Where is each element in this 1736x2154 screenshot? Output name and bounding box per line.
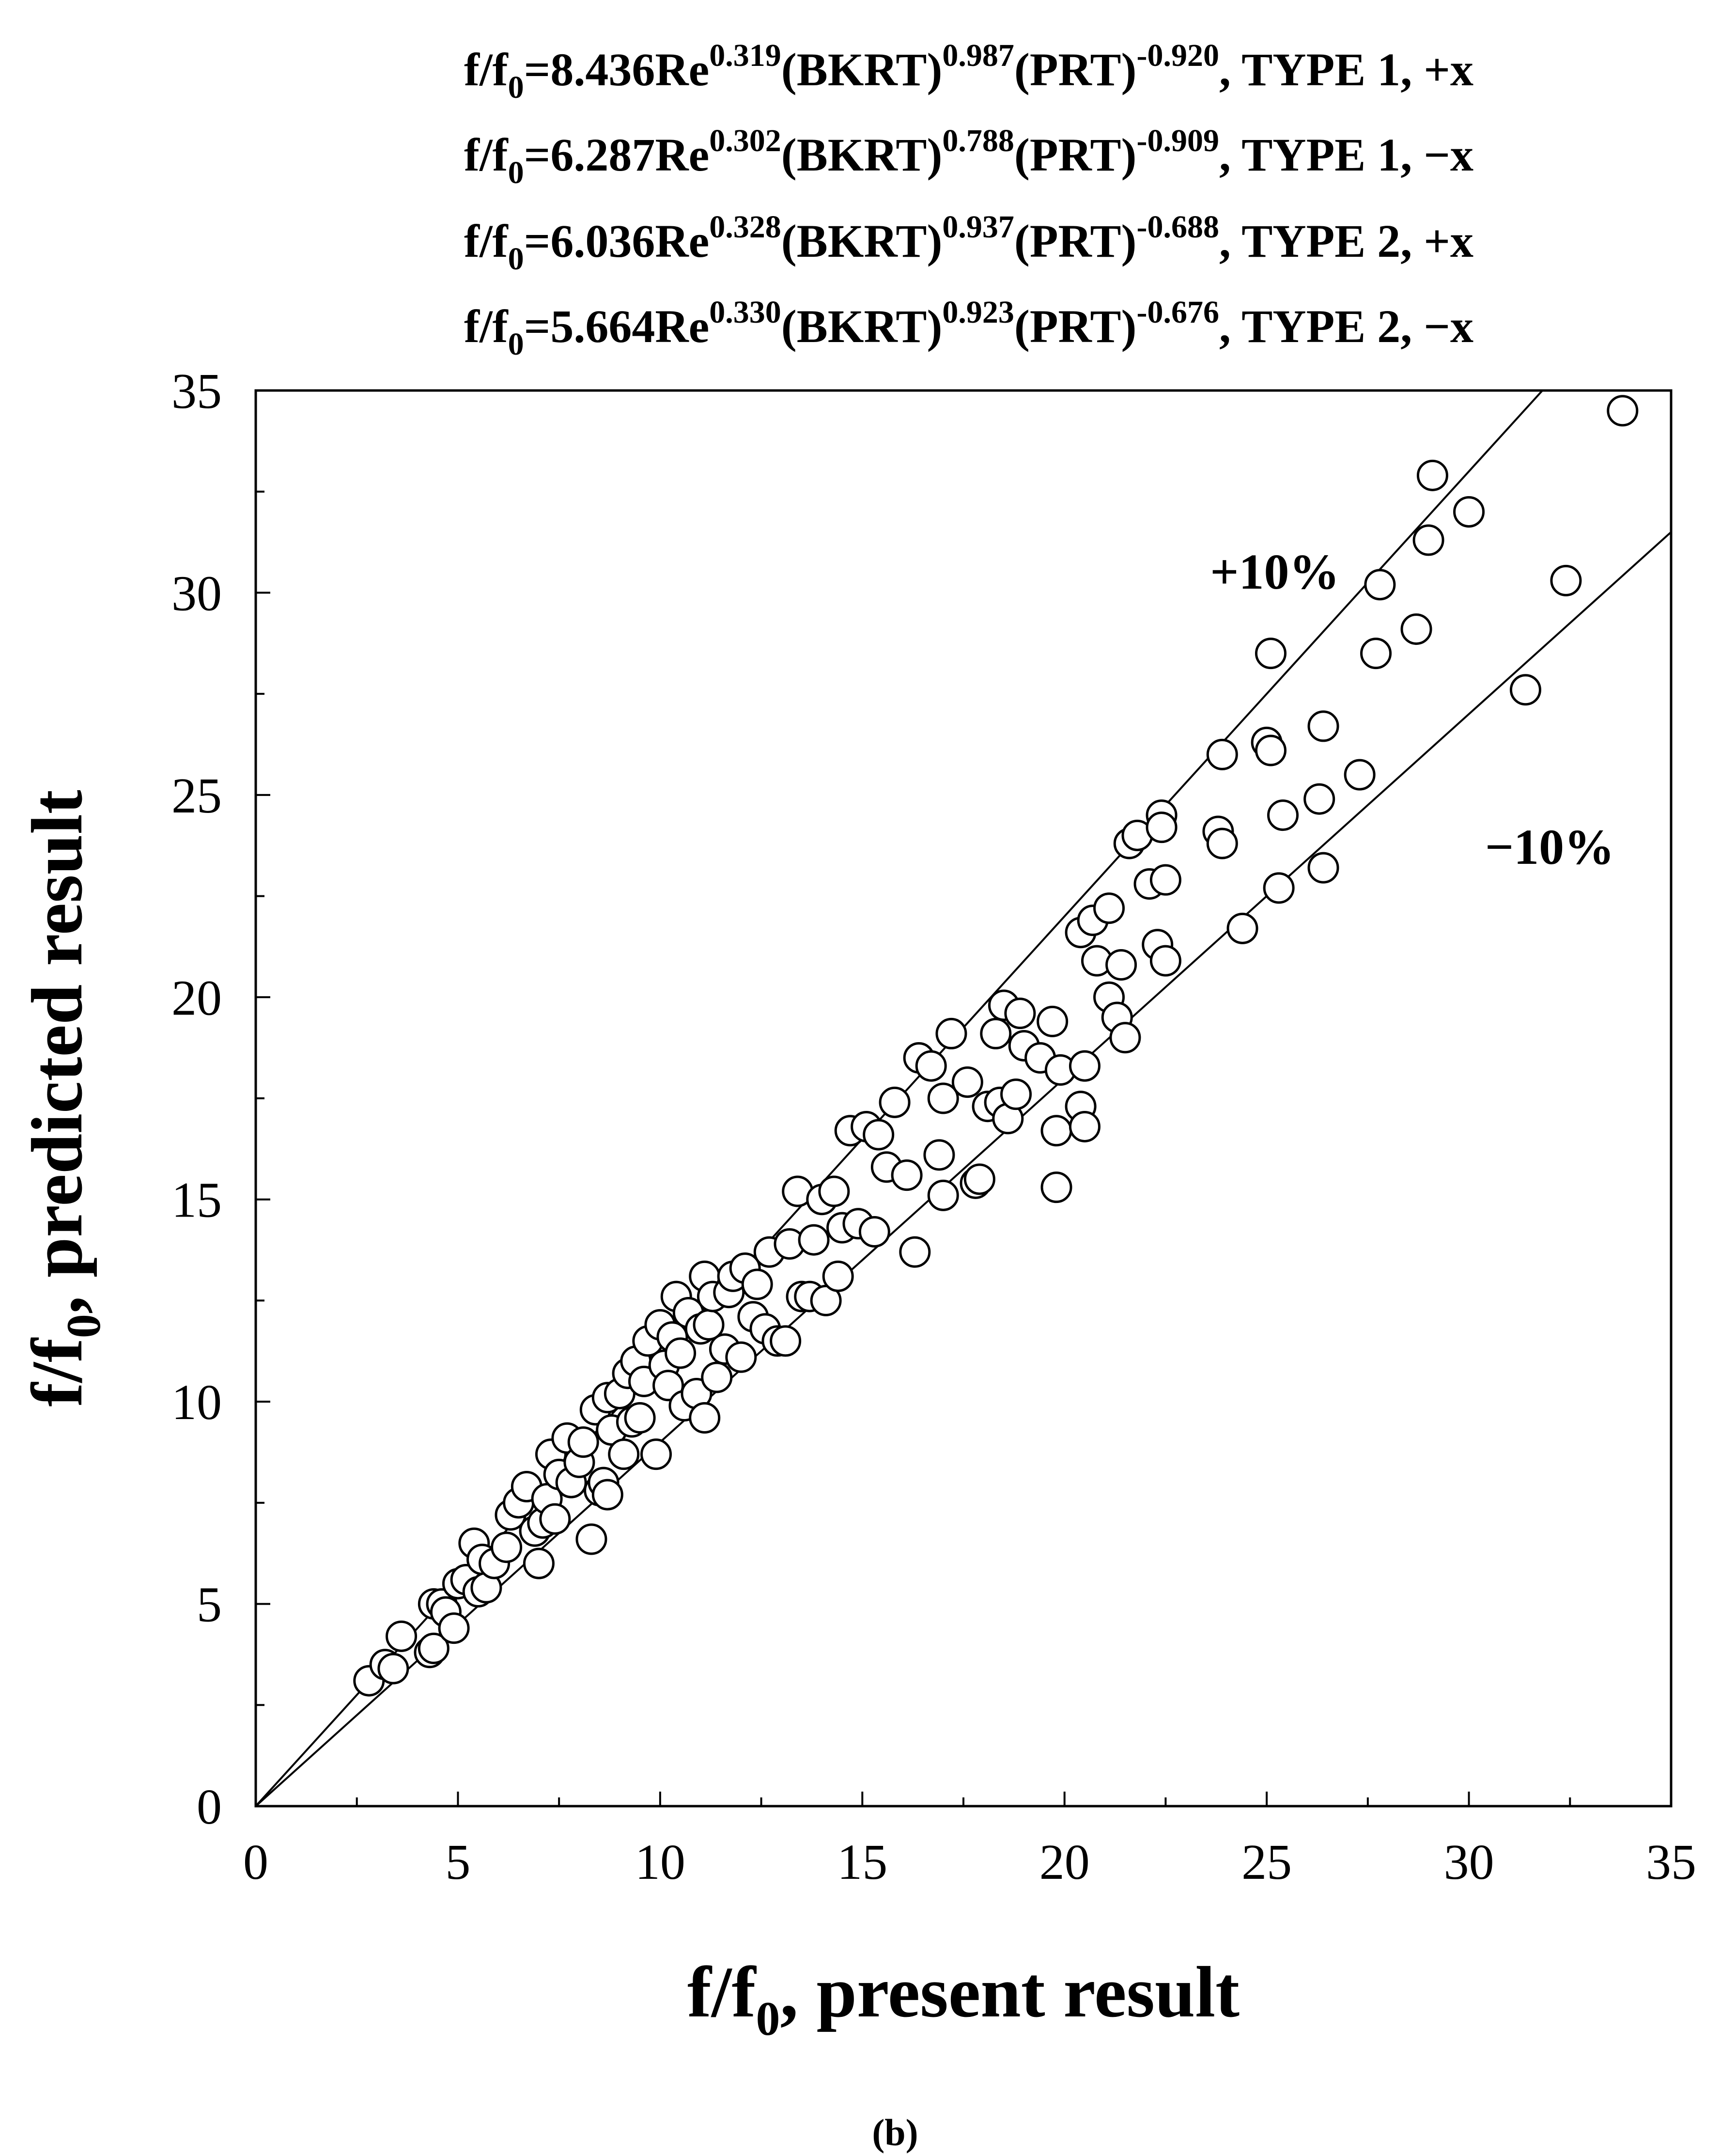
data-point	[963, 1163, 995, 1195]
data-point	[539, 1503, 571, 1535]
data-point	[818, 1175, 850, 1207]
equation-block: f/f0=8.436Re0.319(BKRT)0.987(PRT)-0.920,…	[464, 38, 1473, 362]
data-point	[1263, 872, 1295, 904]
x-tick-label: 5	[445, 1834, 470, 1890]
data-point	[980, 1017, 1012, 1049]
data-point	[1509, 674, 1541, 706]
data-point	[523, 1547, 555, 1579]
data-point	[575, 1523, 607, 1555]
data-point	[770, 1325, 802, 1357]
figure-caption: (b)	[872, 2111, 918, 2154]
data-point	[665, 1337, 697, 1369]
data-point	[1040, 1171, 1072, 1203]
data-point	[1307, 852, 1339, 884]
plus-10-percent-label: +10%	[1210, 544, 1339, 600]
data-point	[822, 1260, 854, 1292]
data-point	[915, 1050, 947, 1082]
data-point	[879, 1086, 911, 1118]
data-point	[438, 1612, 470, 1644]
equation-1: f/f0=8.436Re0.319(BKRT)0.987(PRT)-0.920,…	[464, 38, 1473, 105]
y-axis-title: f/f0, predicted result	[17, 790, 110, 1406]
minus-10-percent-label: −10%	[1485, 819, 1614, 875]
y-tick-label: 25	[171, 768, 222, 824]
data-point	[1255, 734, 1286, 766]
minus-10-percent-line	[256, 531, 1671, 1806]
x-axis-title: f/f0, present result	[687, 1952, 1240, 2045]
data-point	[725, 1341, 757, 1373]
error-band-labels: +10% −10%	[1210, 544, 1614, 875]
data-point	[1550, 564, 1582, 596]
data-point	[1255, 638, 1286, 670]
data-point	[923, 1139, 955, 1171]
data-point	[689, 1402, 721, 1434]
data-point	[1360, 638, 1392, 670]
data-point	[1607, 395, 1639, 427]
y-tick-label: 5	[197, 1577, 222, 1633]
data-point	[1226, 912, 1258, 944]
data-point	[863, 1119, 895, 1151]
data-point	[798, 1224, 830, 1256]
data-point	[1069, 1050, 1100, 1082]
x-tick-label: 35	[1646, 1834, 1696, 1890]
data-point	[899, 1236, 931, 1268]
data-point	[1364, 569, 1396, 601]
data-point	[377, 1653, 409, 1685]
y-tick-label: 30	[171, 565, 222, 621]
data-point	[640, 1438, 672, 1470]
data-point	[418, 1632, 450, 1664]
data-point	[1344, 759, 1376, 791]
data-point	[608, 1438, 640, 1470]
data-point	[591, 1479, 623, 1511]
data-point	[1093, 892, 1125, 924]
data-point	[1400, 613, 1432, 645]
data-point	[741, 1268, 773, 1300]
y-tick-label: 35	[171, 363, 222, 419]
data-point	[1037, 1005, 1069, 1037]
data-point	[1206, 738, 1238, 770]
data-point	[1040, 1115, 1072, 1147]
data-point	[1149, 864, 1181, 896]
data-point	[491, 1531, 523, 1563]
y-tick-label: 20	[171, 970, 222, 1026]
data-point	[1149, 945, 1181, 977]
y-tick-label: 0	[197, 1779, 222, 1835]
data-point	[701, 1361, 733, 1393]
data-point	[1453, 496, 1485, 528]
data-point	[1004, 998, 1036, 1030]
data-point	[1146, 812, 1178, 843]
x-tick-label: 20	[1039, 1834, 1090, 1890]
data-point	[1109, 1022, 1141, 1054]
x-tick-label: 10	[635, 1834, 685, 1890]
data-point	[927, 1082, 959, 1114]
x-tick-label: 30	[1444, 1834, 1494, 1890]
y-tick-label: 10	[171, 1374, 222, 1430]
data-point	[1416, 459, 1448, 491]
x-tick-label: 15	[837, 1834, 887, 1890]
data-point	[935, 1017, 967, 1049]
equation-4: f/f0=5.664Re0.330(BKRT)0.923(PRT)-0.676,…	[464, 295, 1473, 362]
data-point	[1069, 1110, 1100, 1142]
data-point	[1267, 799, 1299, 831]
data-point	[1000, 1078, 1032, 1110]
equation-3: f/f0=6.036Re0.328(BKRT)0.937(PRT)-0.688,…	[464, 209, 1473, 277]
data-point	[1412, 524, 1444, 556]
data-point	[951, 1066, 983, 1098]
data-point	[386, 1620, 418, 1652]
data-point	[1206, 827, 1238, 859]
axis-ticks: 0 5 10 15 20 25 30 35 0 5 10 15 20 25 30 35	[171, 363, 1696, 1890]
equation-2: f/f0=6.287Re0.302(BKRT)0.788(PRT)-0.909,…	[464, 123, 1473, 190]
data-points	[353, 395, 1639, 1697]
x-tick-label: 0	[243, 1834, 268, 1890]
y-tick-label: 15	[171, 1172, 222, 1228]
x-tick-label: 25	[1241, 1834, 1292, 1890]
data-point	[891, 1159, 923, 1191]
data-point	[927, 1179, 959, 1211]
data-point	[1307, 710, 1339, 742]
data-point	[624, 1402, 656, 1434]
data-point	[858, 1216, 890, 1248]
data-point	[1105, 949, 1137, 981]
data-point	[567, 1426, 599, 1458]
data-point	[1303, 783, 1335, 815]
